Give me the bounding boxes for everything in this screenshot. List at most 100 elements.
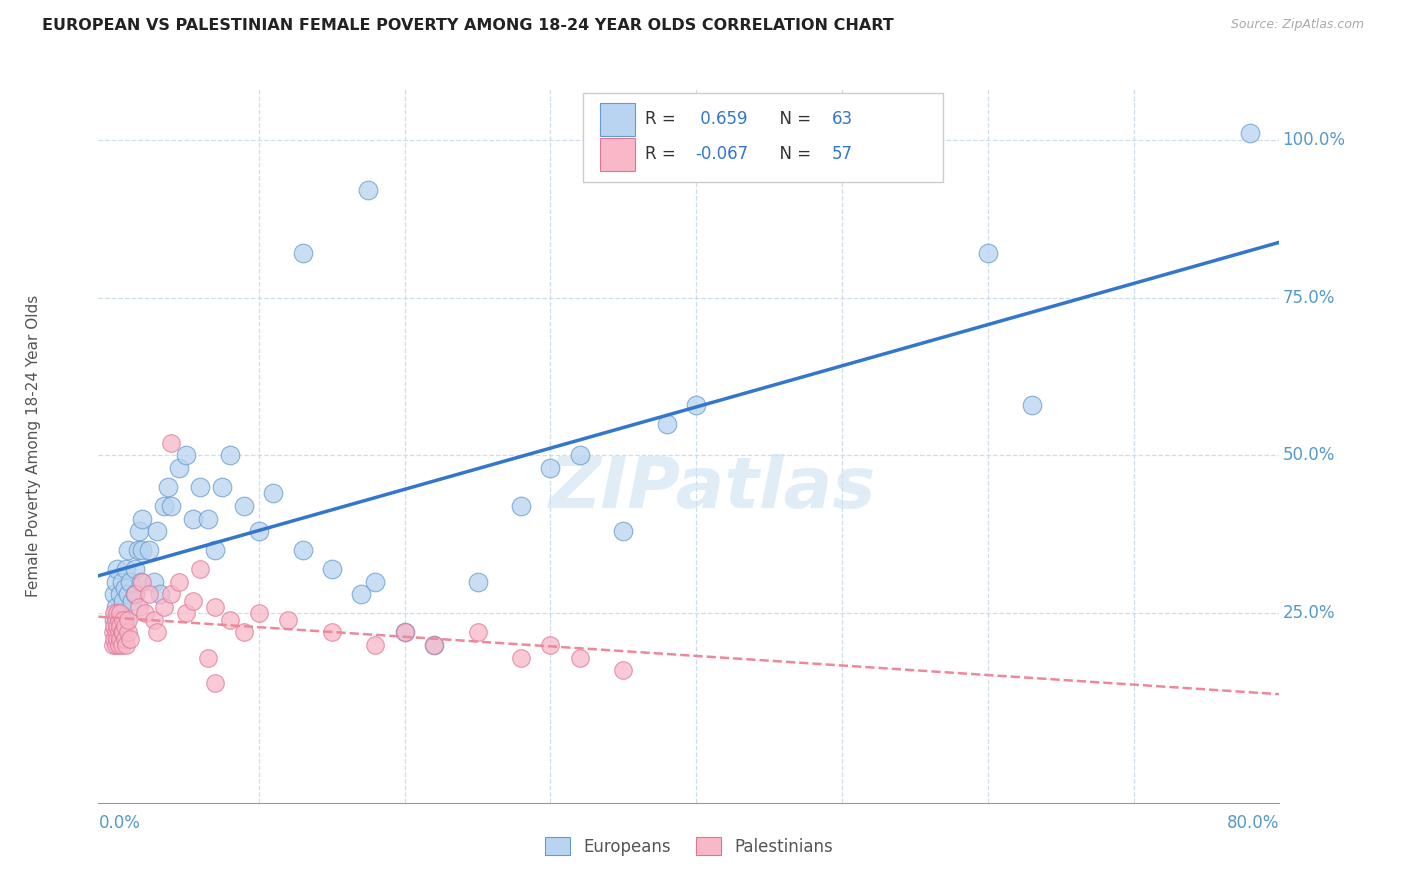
Point	[131, 511, 153, 525]
Point	[190, 480, 212, 494]
Text: 25.0%: 25.0%	[1282, 605, 1334, 623]
Point	[111, 574, 134, 589]
Text: 0.0%: 0.0%	[98, 814, 141, 832]
Point	[101, 625, 124, 640]
Point	[291, 246, 314, 260]
Point	[120, 574, 142, 589]
Point	[277, 613, 299, 627]
Point	[104, 600, 127, 615]
Point	[105, 607, 128, 621]
Point	[110, 607, 132, 621]
Point	[117, 587, 139, 601]
Text: ZIPatlas: ZIPatlas	[548, 454, 876, 524]
Text: 0.659: 0.659	[695, 111, 748, 128]
Point	[108, 613, 131, 627]
Point	[105, 619, 128, 633]
Point	[149, 587, 172, 601]
Point	[174, 607, 197, 621]
Point	[394, 625, 416, 640]
Point	[157, 480, 180, 494]
Point	[145, 524, 167, 539]
Point	[167, 574, 190, 589]
Point	[114, 581, 136, 595]
Text: N =: N =	[769, 111, 817, 128]
Point	[233, 499, 256, 513]
Point	[612, 663, 634, 677]
Point	[291, 543, 314, 558]
Point	[145, 625, 167, 640]
Point	[204, 675, 226, 690]
Point	[204, 600, 226, 615]
Point	[211, 480, 233, 494]
Point	[114, 619, 136, 633]
Point	[124, 562, 146, 576]
Point	[110, 632, 132, 646]
Text: 75.0%: 75.0%	[1282, 289, 1334, 307]
Point	[568, 449, 591, 463]
Point	[114, 613, 136, 627]
FancyBboxPatch shape	[582, 93, 943, 182]
Point	[153, 499, 176, 513]
Point	[262, 486, 284, 500]
Point	[124, 587, 146, 601]
Point	[114, 632, 136, 646]
Point	[104, 613, 127, 627]
Point	[233, 625, 256, 640]
Point	[110, 587, 132, 601]
FancyBboxPatch shape	[600, 103, 634, 136]
Point	[364, 638, 387, 652]
Point	[105, 562, 128, 576]
Point	[131, 543, 153, 558]
Point	[510, 499, 533, 513]
Point	[1239, 127, 1261, 141]
Legend: Europeans, Palestinians: Europeans, Palestinians	[538, 830, 839, 863]
Point	[538, 461, 561, 475]
Text: 57: 57	[832, 145, 853, 163]
Text: EUROPEAN VS PALESTINIAN FEMALE POVERTY AMONG 18-24 YEAR OLDS CORRELATION CHART: EUROPEAN VS PALESTINIAN FEMALE POVERTY A…	[42, 18, 894, 33]
Point	[394, 625, 416, 640]
Text: -0.067: -0.067	[695, 145, 748, 163]
Point	[138, 587, 160, 601]
Point	[142, 574, 165, 589]
Point	[110, 619, 132, 633]
Point	[1021, 398, 1043, 412]
Point	[101, 638, 124, 652]
Point	[124, 587, 146, 601]
Point	[104, 574, 127, 589]
Text: 63: 63	[832, 111, 853, 128]
Point	[160, 435, 183, 450]
Point	[115, 638, 138, 652]
Point	[128, 600, 150, 615]
Point	[117, 613, 139, 627]
Point	[111, 638, 134, 652]
Point	[117, 625, 139, 640]
Point	[181, 511, 204, 525]
Point	[112, 593, 135, 607]
FancyBboxPatch shape	[600, 137, 634, 170]
Point	[218, 449, 240, 463]
Point	[128, 524, 150, 539]
Point	[103, 619, 125, 633]
Point	[153, 600, 176, 615]
Point	[103, 613, 125, 627]
Point	[131, 574, 153, 589]
Point	[110, 619, 132, 633]
Point	[112, 625, 135, 640]
Text: Source: ZipAtlas.com: Source: ZipAtlas.com	[1230, 18, 1364, 31]
Point	[108, 607, 131, 621]
Point	[105, 625, 128, 640]
Point	[117, 543, 139, 558]
Point	[204, 543, 226, 558]
Point	[218, 613, 240, 627]
Point	[467, 574, 489, 589]
Point	[350, 587, 373, 601]
Point	[160, 587, 183, 601]
Point	[108, 625, 131, 640]
Point	[103, 587, 125, 601]
Point	[655, 417, 678, 431]
Point	[357, 183, 380, 197]
Point	[423, 638, 446, 652]
Point	[568, 650, 591, 665]
Point	[105, 632, 128, 646]
Text: Female Poverty Among 18-24 Year Olds: Female Poverty Among 18-24 Year Olds	[25, 295, 41, 597]
